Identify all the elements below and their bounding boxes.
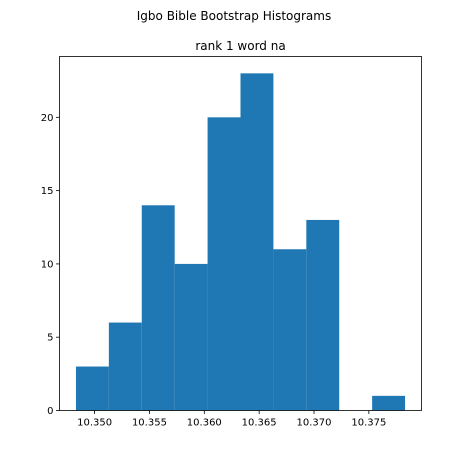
histogram-bar	[207, 117, 241, 411]
x-tick-label: 10.370	[296, 418, 331, 429]
histogram-bar	[306, 219, 340, 411]
chart-title: rank 1 word na	[195, 39, 285, 53]
y-tick-label: 5	[47, 333, 53, 344]
x-tick-label: 10.360	[187, 418, 222, 429]
histogram-bars	[75, 73, 406, 411]
y-axis-ticks: 0 5 10 15 20	[41, 113, 60, 417]
y-tick-label: 0	[47, 406, 53, 417]
histogram-bar	[108, 322, 142, 411]
histogram-bar	[141, 205, 175, 411]
y-tick-label: 15	[41, 186, 54, 197]
figure-suptitle: Igbo Bible Bootstrap Histograms	[137, 9, 331, 23]
x-tick-label: 10.365	[242, 418, 277, 429]
histogram-bar	[75, 366, 109, 411]
histogram-bar	[240, 73, 274, 411]
x-tick-label: 10.355	[132, 418, 167, 429]
histogram-bar	[273, 249, 307, 411]
x-axis-ticks: 10.350 10.355 10.360 10.365 10.370 10.375	[77, 410, 386, 429]
y-tick-label: 20	[41, 113, 54, 124]
histogram-bar	[372, 395, 406, 411]
histogram-bar	[174, 263, 208, 411]
plot-frame	[59, 56, 422, 411]
y-tick-label: 10	[41, 259, 54, 270]
x-tick-label: 10.375	[351, 418, 386, 429]
x-tick-label: 10.350	[77, 418, 112, 429]
